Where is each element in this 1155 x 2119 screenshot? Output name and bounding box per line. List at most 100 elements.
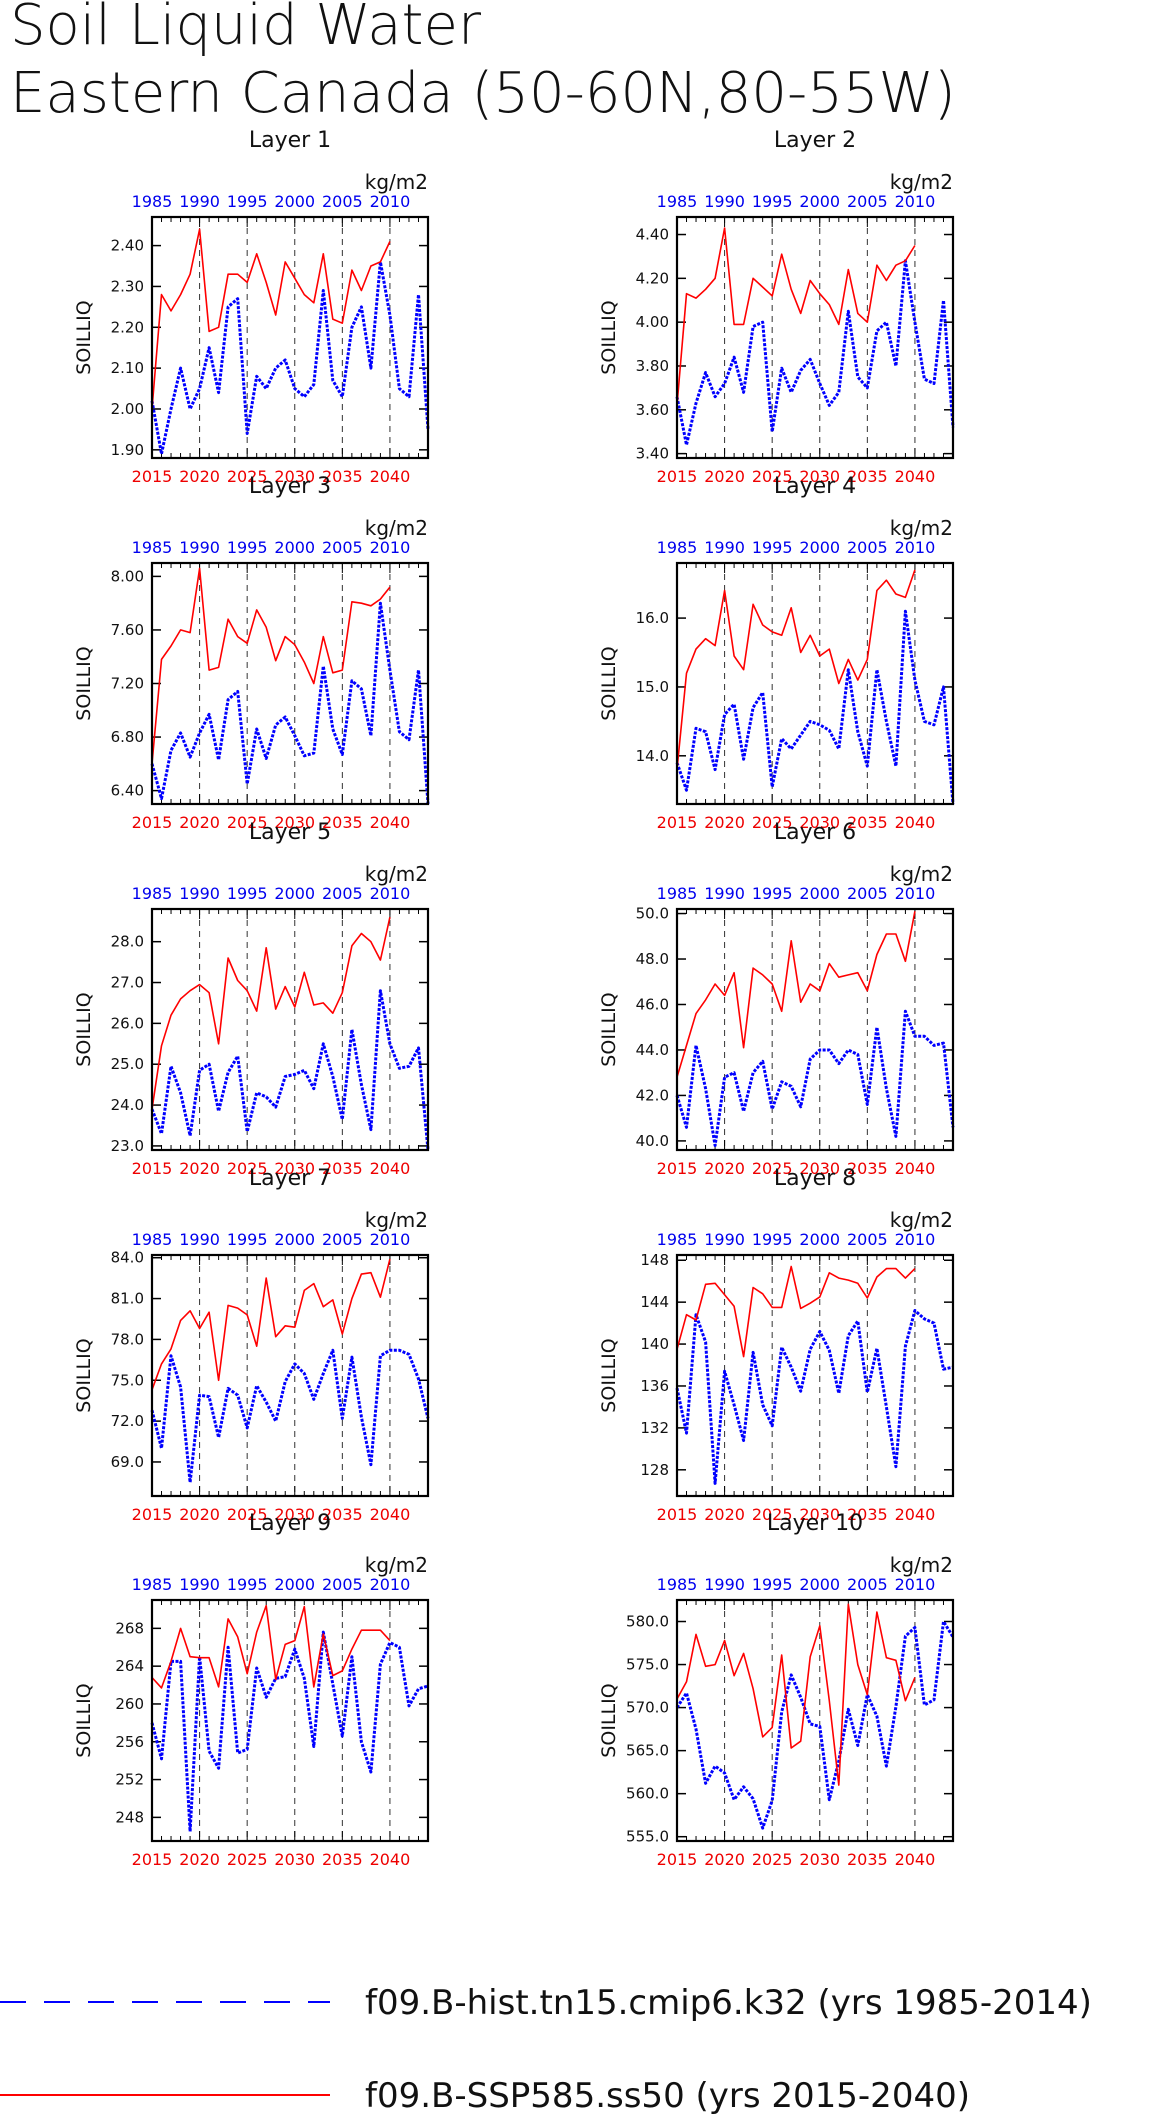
- series-line-hist: [675, 1009, 955, 1147]
- figure-title-block: Soil Liquid Water Eastern Canada (50-60N…: [10, 0, 956, 126]
- plot-frame: [675, 907, 955, 1152]
- y-tick-label: 2.40: [111, 237, 144, 255]
- x-tick-label-bottom: 2015: [657, 813, 698, 832]
- panel-title: Layer 10: [767, 1511, 863, 1536]
- y-tick-label: 26.0: [111, 1014, 144, 1032]
- y-tick-label: 128: [640, 1461, 669, 1479]
- x-tick-label-bottom: 2040: [895, 1505, 936, 1524]
- x-tick-label-bottom: 2040: [895, 813, 936, 832]
- x-tick-label-bottom: 2015: [657, 1159, 698, 1178]
- x-tick-label-top: 1985: [657, 192, 698, 211]
- x-tick-label-bottom: 2020: [704, 1159, 745, 1178]
- x-tick-label-bottom: 2030: [274, 467, 315, 486]
- y-tick-label: 264: [115, 1657, 144, 1675]
- x-tick-label-bottom: 2025: [227, 467, 268, 486]
- series-line-hist: [150, 601, 430, 805]
- x-tick-label-bottom: 2025: [752, 1505, 793, 1524]
- units-label: kg/m2: [890, 516, 953, 540]
- x-tick-label-bottom: 2025: [227, 1159, 268, 1178]
- x-tick-label-top: 2005: [847, 884, 888, 903]
- panel-title: Layer 8: [774, 1166, 856, 1191]
- x-tick-label-bottom: 2040: [370, 1159, 411, 1178]
- x-tick-label-bottom: 2015: [132, 813, 173, 832]
- x-tick-label-bottom: 2035: [847, 813, 888, 832]
- series-line-ssp585: [676, 1265, 916, 1358]
- series-line-ssp585: [676, 911, 916, 1078]
- y-tick-label: 81.0: [111, 1290, 144, 1308]
- x-tick-label-bottom: 2040: [370, 467, 411, 486]
- x-tick-label-bottom: 2025: [227, 1505, 268, 1524]
- y-tick-label: 27.0: [111, 974, 144, 992]
- legend: f09.B-hist.tn15.cmip6.k32 (yrs 1985-2014…: [0, 1983, 1092, 2116]
- x-tick-label-bottom: 2025: [227, 813, 268, 832]
- series-line-hist: [150, 989, 430, 1151]
- x-tick-label-bottom: 2040: [370, 1850, 411, 1869]
- x-tick-label-top: 1990: [179, 1230, 220, 1249]
- x-tick-label-top: 2010: [370, 1230, 411, 1249]
- x-tick-label-bottom: 2035: [847, 1159, 888, 1178]
- y-tick-label: 3.40: [636, 445, 669, 463]
- y-tick-label: 136: [640, 1377, 669, 1395]
- plot-frame: [150, 1253, 430, 1498]
- units-label: kg/m2: [365, 862, 428, 886]
- x-tick-label-bottom: 2015: [132, 1850, 173, 1869]
- y-tick-label: 7.60: [111, 621, 144, 639]
- y-axis-label: SOILLIQ: [598, 1338, 620, 1412]
- y-tick-label: 268: [115, 1619, 144, 1637]
- x-tick-label-top: 2010: [895, 1575, 936, 1594]
- y-tick-label: 6.80: [111, 728, 144, 746]
- y-tick-label: 15.0: [636, 678, 669, 696]
- y-tick-label: 4.40: [636, 226, 669, 244]
- y-tick-label: 8.00: [111, 567, 144, 585]
- panel-title: Layer 3: [249, 474, 331, 499]
- y-tick-label: 1.90: [111, 441, 144, 459]
- y-tick-label: 44.0: [636, 1041, 669, 1059]
- x-tick-label-top: 2005: [847, 1575, 888, 1594]
- x-tick-label-top: 2000: [799, 192, 840, 211]
- x-tick-label-bottom: 2025: [752, 1850, 793, 1869]
- x-tick-label-bottom: 2035: [322, 467, 363, 486]
- x-tick-label-top: 1985: [132, 192, 173, 211]
- panel-layer-2: Layer 2 kg/m2 SOILLIQ 3.40 3.60 3.80 4.00 4.20 4…: [598, 128, 955, 486]
- y-axis-label: SOILLIQ: [73, 1338, 95, 1412]
- series-line-ssp585: [151, 567, 391, 764]
- x-tick-label-top: 2000: [799, 538, 840, 557]
- panel-title: Layer 9: [249, 1511, 331, 1536]
- y-tick-label: 4.00: [636, 313, 669, 331]
- x-tick-label-bottom: 2040: [895, 467, 936, 486]
- x-tick-label-top: 1990: [179, 1575, 220, 1594]
- y-tick-label: 2.00: [111, 400, 144, 418]
- x-tick-label-top: 2000: [274, 1575, 315, 1594]
- y-tick-label: 46.0: [636, 995, 669, 1013]
- x-tick-label-bottom: 2020: [704, 1505, 745, 1524]
- x-tick-label-top: 2005: [322, 538, 363, 557]
- y-axis-label: SOILLIQ: [598, 992, 620, 1066]
- panel-layer-3: Layer 3 kg/m2 SOILLIQ 6.40 6.80 7.20 7.60 8.00 2…: [73, 474, 430, 832]
- series-line-ssp585: [151, 1258, 391, 1391]
- x-tick-label-top: 1995: [227, 538, 268, 557]
- x-tick-label-top: 2005: [847, 538, 888, 557]
- x-tick-label-bottom: 2015: [657, 467, 698, 486]
- x-tick-label-bottom: 2030: [274, 1159, 315, 1178]
- x-tick-label-top: 1985: [657, 538, 698, 557]
- x-tick-label-bottom: 2020: [179, 467, 220, 486]
- y-tick-label: 144: [640, 1293, 669, 1311]
- series-line-ssp585: [676, 569, 916, 770]
- x-tick-label-top: 2010: [895, 1230, 936, 1249]
- x-tick-label-top: 1995: [752, 1230, 793, 1249]
- x-tick-label-bottom: 2020: [179, 813, 220, 832]
- y-tick-label: 580.0: [626, 1613, 669, 1631]
- series-line-hist: [150, 260, 430, 456]
- x-tick-label-top: 1995: [752, 1575, 793, 1594]
- x-tick-label-bottom: 2030: [274, 813, 315, 832]
- series-line-ssp585: [676, 227, 916, 406]
- x-tick-label-top: 2005: [322, 1230, 363, 1249]
- x-tick-label-top: 1995: [227, 192, 268, 211]
- x-tick-label-bottom: 2035: [322, 813, 363, 832]
- y-tick-label: 14.0: [636, 747, 669, 765]
- series-line-hist: [150, 1630, 429, 1833]
- y-tick-label: 16.0: [636, 609, 669, 627]
- panel-layer-1: Layer 1 kg/m2 SOILLIQ 1.90 2.00 2.10 2.20 2.30 2…: [73, 128, 430, 486]
- units-label: kg/m2: [890, 1208, 953, 1232]
- y-axis-label: SOILLIQ: [73, 992, 95, 1066]
